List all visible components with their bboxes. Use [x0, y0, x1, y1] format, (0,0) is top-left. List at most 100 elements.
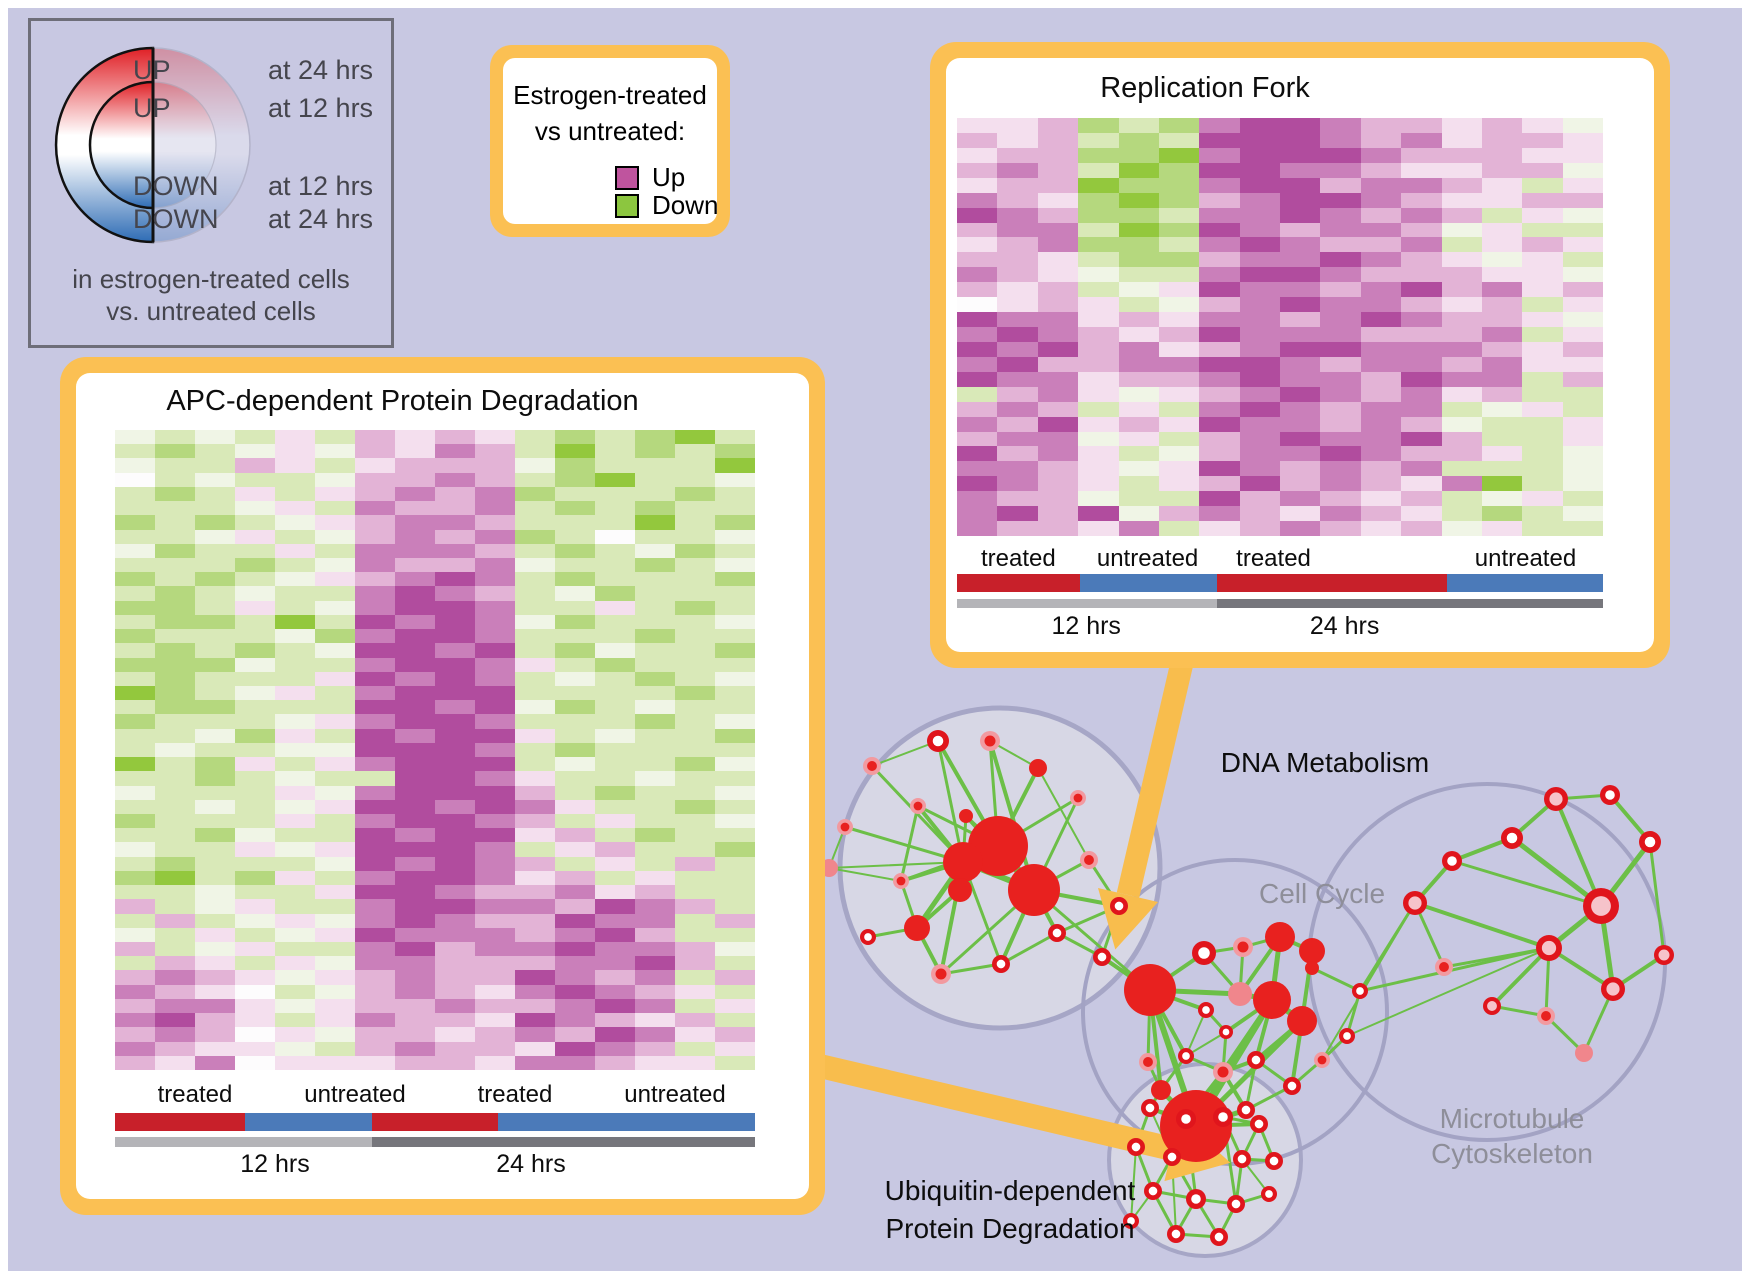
- network-edge: [1032, 796, 1080, 892]
- replication-fork-group-labels: treated untreated treated untreated: [957, 545, 1603, 573]
- heatmap-cell: [1481, 446, 1523, 462]
- heatmap-cell: [475, 998, 515, 1014]
- heatmap-cell: [595, 899, 635, 914]
- network-edge: [899, 804, 920, 883]
- heatmap-cell: [957, 312, 998, 327]
- heatmap-cell: [595, 814, 635, 829]
- heatmap-cell: [195, 458, 235, 473]
- heatmap-cell: [715, 444, 755, 459]
- network-node: [1093, 948, 1111, 966]
- heatmap-cell: [1401, 312, 1442, 327]
- heatmap-cell: [475, 614, 515, 630]
- heatmap-cell: [1037, 147, 1079, 163]
- heatmap-cell: [275, 757, 315, 772]
- heatmap-cell: [475, 515, 515, 530]
- heatmap-cell: [1118, 192, 1159, 208]
- heatmap-cell: [115, 430, 155, 445]
- heatmap-cell: [555, 1027, 595, 1042]
- network-edge: [994, 842, 1038, 894]
- network-node: [984, 735, 996, 747]
- heatmap-cell: [1481, 177, 1523, 193]
- heatmap-cell: [1562, 356, 1603, 372]
- heatmap-cell: [475, 1013, 515, 1028]
- heatmap-cell: [355, 472, 395, 487]
- heatmap-cell: [235, 572, 275, 587]
- heatmap-cell: [555, 1055, 595, 1070]
- network-node: [1356, 987, 1364, 995]
- heatmap-cell: [1199, 506, 1240, 522]
- heatmap-cell: [675, 572, 715, 587]
- heatmap-cell: [635, 657, 675, 672]
- heatmap-cell: [1522, 461, 1563, 477]
- heatmap-cell: [475, 714, 515, 729]
- heatmap-cell: [675, 558, 715, 573]
- heatmap-cell: [957, 222, 998, 238]
- heatmap-cell: [555, 757, 595, 772]
- heatmap-cell: [395, 814, 435, 829]
- heatmap-cell: [1562, 521, 1603, 536]
- heatmap-cell: [515, 742, 555, 758]
- heatmap-cell: [635, 1027, 675, 1042]
- network-edge: [1611, 953, 1666, 991]
- network-edge: [1554, 793, 1612, 801]
- direction-label: DOWN: [133, 171, 219, 201]
- heatmap-cell: [1037, 386, 1079, 402]
- heatmap-cell: [1320, 416, 1361, 432]
- heatmap-cell: [1118, 356, 1159, 372]
- heatmap-cell: [1158, 237, 1200, 253]
- heatmap-cell: [635, 956, 675, 971]
- heatmap-cell: [957, 132, 998, 148]
- heatmap-cell: [635, 486, 675, 502]
- heatmap-cell: [475, 472, 515, 487]
- network-edge: [1224, 998, 1274, 1034]
- heatmap-cell: [1360, 401, 1402, 417]
- heatmap-cell: [675, 1055, 715, 1070]
- heatmap-cell: [355, 856, 395, 871]
- network-edge: [1546, 903, 1604, 951]
- network-edge: [1490, 1004, 1548, 1018]
- heatmap-cell: [515, 856, 555, 871]
- heatmap-cell: [675, 1027, 715, 1042]
- heatmap-cell: [515, 956, 555, 971]
- heatmap-cell: [1199, 252, 1240, 268]
- heatmap-cell: [555, 842, 595, 857]
- heatmap-cell: [115, 771, 155, 786]
- heatmap-cell: [635, 614, 675, 630]
- heatmap-cell: [435, 942, 475, 957]
- heatmap-cell: [155, 771, 195, 786]
- heatmap-cell: [475, 643, 515, 658]
- heatmap-cell: [1360, 386, 1402, 402]
- network-node: [1261, 1186, 1277, 1202]
- heatmap-cell: [355, 600, 395, 615]
- network-node: [1210, 1228, 1228, 1246]
- heatmap-cell: [635, 927, 675, 942]
- heatmap-cell: [957, 491, 998, 507]
- heatmap-cell: [1280, 222, 1321, 238]
- heatmap-cell: [195, 614, 235, 630]
- heatmap-cell: [315, 515, 355, 530]
- heatmap-cell: [1481, 327, 1523, 342]
- heatmap-cell: [957, 252, 998, 268]
- heatmap-cell: [1562, 327, 1603, 342]
- heatmap-cell: [275, 614, 315, 630]
- network-edge: [1202, 951, 1242, 996]
- heatmap-cell: [1401, 252, 1442, 268]
- heatmap-cell: [1320, 401, 1361, 417]
- network-node: [1214, 1232, 1224, 1242]
- heatmap-cell: [115, 629, 155, 644]
- heatmap-cell: [1401, 237, 1442, 253]
- heatmap-cell: [675, 956, 715, 971]
- heatmap-cell: [1441, 297, 1482, 313]
- heatmap-cell: [1078, 207, 1119, 223]
- heatmap-cell: [195, 430, 235, 445]
- heatmap-cell: [515, 1013, 555, 1028]
- heatmap-cell: [275, 629, 315, 644]
- heatmap-cell: [595, 714, 635, 729]
- heatmap-cell: [1320, 476, 1361, 492]
- network-edge: [1159, 1054, 1188, 1092]
- heatmap-cell: [1199, 118, 1240, 133]
- bar-segment: [115, 1113, 245, 1131]
- figure-canvas: DNA Metabolism Cell Cycle Microtubule Cy…: [8, 8, 1742, 1271]
- heatmap-cell: [235, 970, 275, 985]
- heatmap-cell: [155, 956, 195, 971]
